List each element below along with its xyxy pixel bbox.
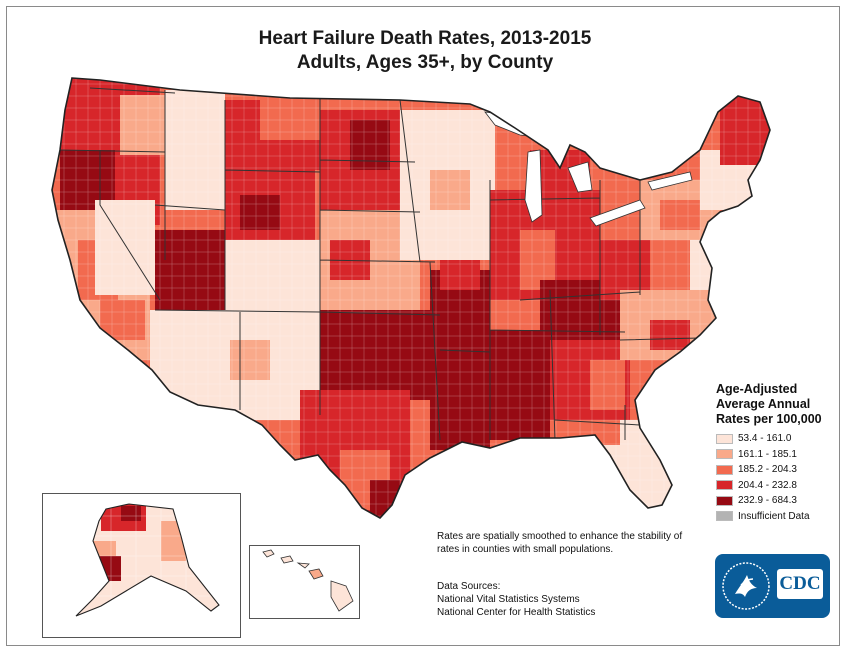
- smoothing-note: Rates are spatially smoothed to enhance …: [437, 531, 683, 555]
- legend-swatch: [716, 464, 733, 475]
- hawaii-inset: [249, 545, 360, 619]
- legend-title-line-3: Rates per 100,000: [716, 412, 822, 426]
- legend-item: Insufficient Data: [716, 509, 836, 525]
- data-sources-heading: Data Sources:: [437, 581, 501, 592]
- legend-label: 161.1 - 185.1: [738, 448, 797, 460]
- legend-item: 232.9 - 684.3: [716, 493, 836, 509]
- legend-swatch: [716, 495, 733, 506]
- legend-swatch: [716, 480, 733, 491]
- legend-label: Insufficient Data: [738, 510, 810, 522]
- legend-label: 185.2 - 204.3: [738, 464, 797, 476]
- alaska-inset: [42, 493, 241, 638]
- data-source-2: National Center for Health Statistics: [437, 607, 596, 618]
- county-choropleth: [52, 78, 770, 518]
- map-subtitle: Adults, Ages 35+, by County: [296, 52, 554, 73]
- legend-label: 204.4 - 232.8: [738, 479, 797, 491]
- map-frame: [6, 6, 840, 646]
- hhs-eagle-icon: [722, 562, 770, 610]
- legend: Age-Adjusted Average Annual Rates per 10…: [716, 382, 836, 524]
- map-title: Heart Failure Death Rates, 2013-2015: [258, 28, 592, 49]
- legend-items: 53.4 - 161.0 161.1 - 185.1 185.2 - 204.3 20…: [716, 431, 836, 524]
- legend-swatch: [716, 433, 733, 444]
- legend-label: 53.4 - 161.0: [738, 433, 792, 445]
- legend-item: 204.4 - 232.8: [716, 478, 836, 494]
- cdc-wordmark: CDC: [777, 569, 823, 599]
- legend-item: 53.4 - 161.0: [716, 431, 836, 447]
- alaska-map: [75, 503, 220, 617]
- data-sources: Data Sources: National Vital Statistics …: [437, 580, 697, 619]
- data-source-1: National Vital Statistics Systems: [437, 594, 580, 605]
- legend-label: 232.9 - 684.3: [738, 495, 797, 507]
- legend-swatch: [716, 511, 733, 522]
- legend-item: 161.1 - 185.1: [716, 447, 836, 463]
- cdc-logo: CDC: [715, 554, 830, 618]
- legend-item: 185.2 - 204.3: [716, 462, 836, 478]
- legend-swatch: [716, 449, 733, 460]
- legend-title-line-2: Average Annual: [716, 397, 811, 411]
- hawaii-map: [262, 549, 354, 612]
- legend-title-line-1: Age-Adjusted: [716, 382, 798, 396]
